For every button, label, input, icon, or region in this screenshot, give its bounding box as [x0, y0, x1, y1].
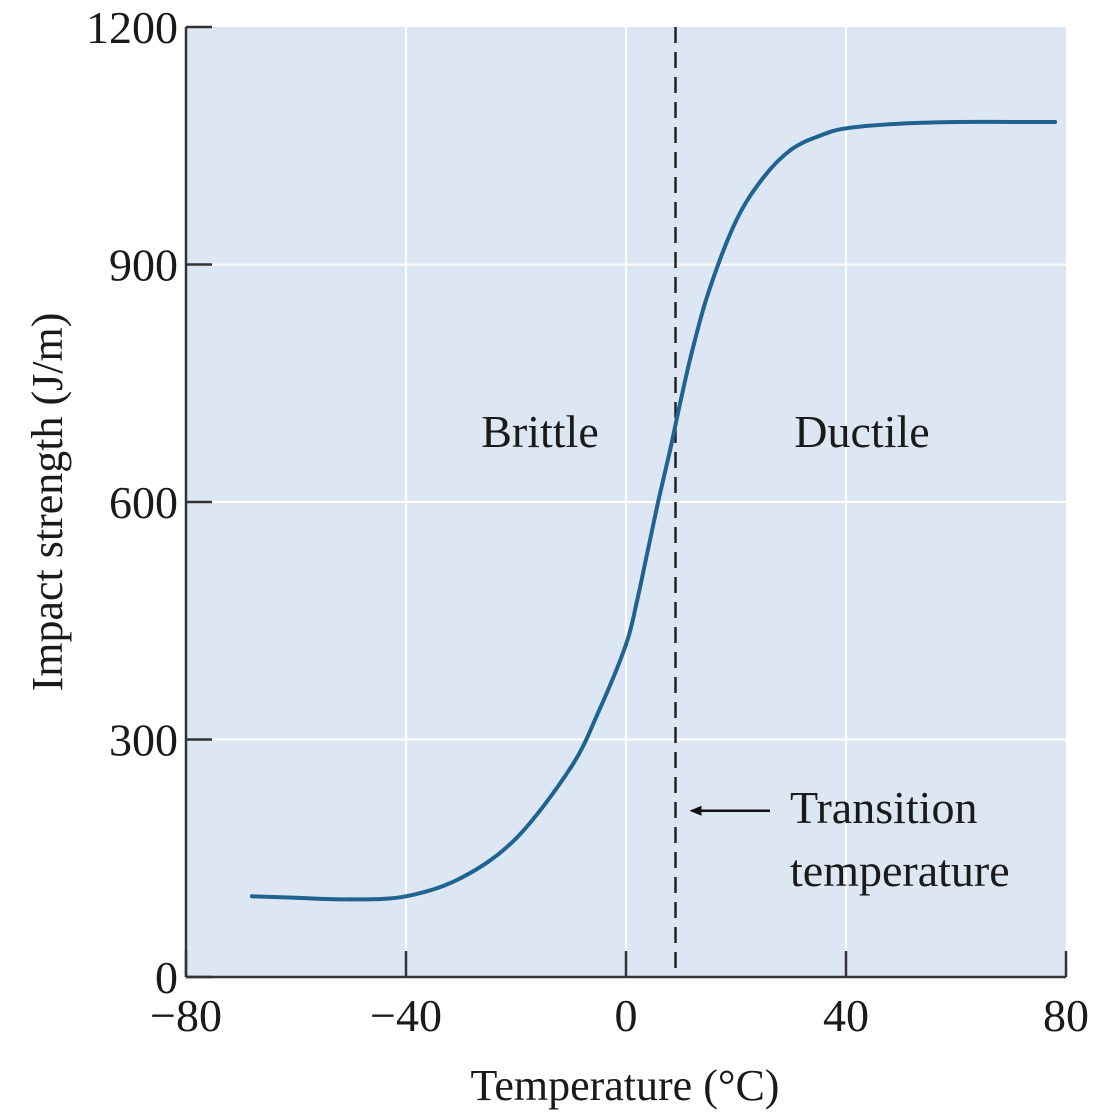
- tick-labels: −80 −40 0 40 80 0 300 600 900 1200: [86, 2, 1089, 1041]
- data-point: [459, 876, 463, 881]
- axes: [184, 25, 1068, 979]
- y-tick-label: 300: [109, 715, 178, 766]
- region-label-ductile: Ductile: [794, 406, 929, 457]
- data-point: [954, 120, 958, 124]
- y-tick-label: 1200: [86, 2, 178, 53]
- data-point: [514, 836, 518, 841]
- data-point: [404, 894, 408, 899]
- data-point: [679, 397, 683, 402]
- transition-marker: [674, 27, 770, 977]
- series-layer: [250, 119, 1057, 902]
- transition-label-line1: Transition: [790, 782, 977, 833]
- x-tick-label: 40: [823, 990, 869, 1041]
- data-point: [816, 134, 821, 139]
- x-tick-label: −40: [370, 990, 442, 1041]
- x-axis-title: Temperature (°C): [471, 1061, 780, 1110]
- data-point: [899, 121, 903, 126]
- data-point: [657, 496, 661, 501]
- data-point: [294, 895, 298, 900]
- x-tick-label: 0: [615, 990, 638, 1041]
- data-point: [706, 290, 711, 295]
- data-point: [250, 894, 254, 899]
- data-point: [569, 765, 573, 770]
- data-point: [635, 598, 639, 603]
- grid-lines: [186, 27, 1066, 977]
- region-label-brittle: Brittle: [481, 406, 599, 457]
- y-tick-label: 600: [109, 477, 178, 528]
- x-tick-label: 80: [1043, 990, 1089, 1041]
- y-axis-title: Impact strength (J/m): [23, 313, 72, 692]
- data-point: [690, 349, 694, 354]
- data-point: [844, 126, 848, 131]
- data-point: [668, 448, 672, 453]
- data-point: [1053, 120, 1057, 124]
- x-tick-label: −80: [150, 990, 222, 1041]
- y-tick-label: 900: [109, 240, 178, 291]
- data-point: [789, 147, 793, 152]
- data-point: [349, 897, 353, 902]
- data-point: [624, 642, 628, 647]
- data-point: [1009, 120, 1013, 124]
- transition-label-line2: temperature: [790, 845, 1010, 896]
- data-point: [761, 175, 766, 180]
- y-tick-label: 0: [155, 952, 178, 1003]
- data-point: [734, 218, 738, 223]
- data-point: [596, 709, 601, 714]
- data-point: [646, 547, 650, 552]
